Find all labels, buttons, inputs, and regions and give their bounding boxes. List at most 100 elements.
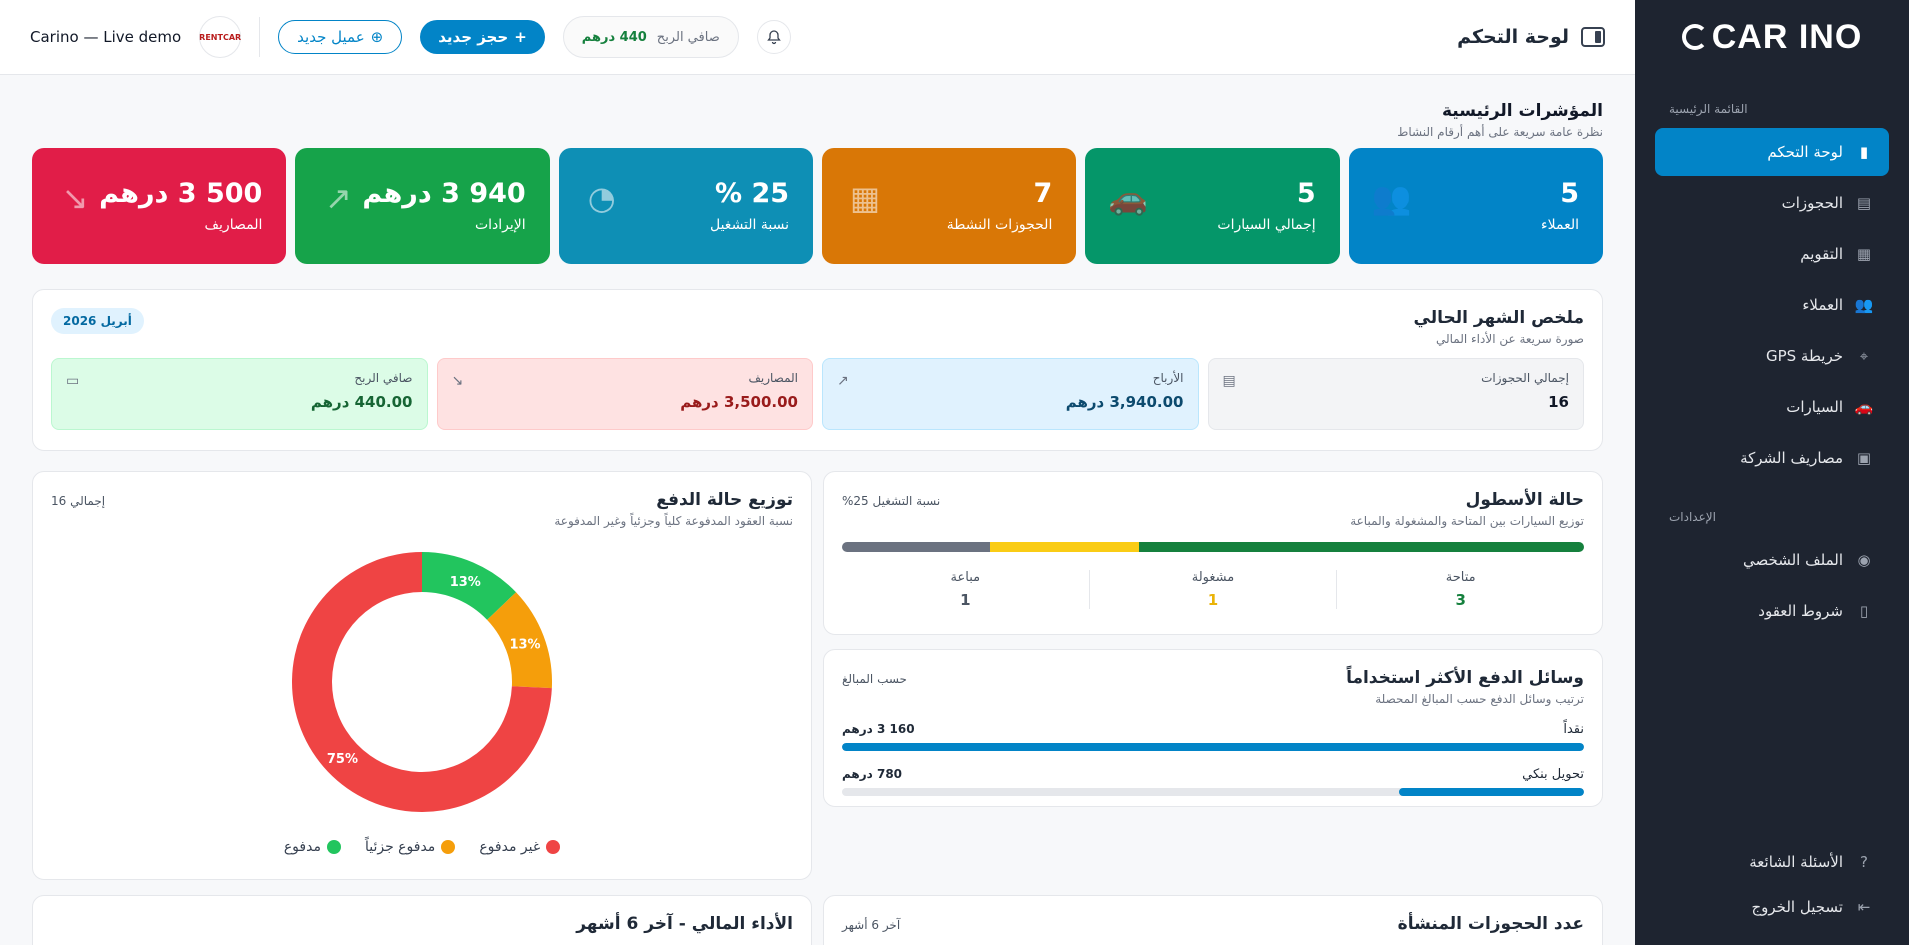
cash-icon: ▣ [1856,449,1872,467]
sidebar: CAR INO القائمة الرئيسية ▮ لوحة التحكم ▤ ال… [1635,0,1909,945]
sidebar-item-bottom-1[interactable]: ⇤ تسجيل الخروج [1655,886,1889,928]
document-icon: ▯ [1859,602,1869,620]
add-user-icon: ⊕ [370,28,384,46]
summary-box-label: صافي الربح [354,371,413,385]
bell-icon[interactable] [756,20,791,54]
sidebar-item-settings-1[interactable]: ▯ شروط العقود [1655,587,1889,635]
sidebar-item-main-1[interactable]: ▤ الحجوزات [1655,179,1889,227]
sidebar-section-main: القائمة الرئيسية [1669,102,1748,116]
chart-legend: غير مدفوع مدفوع جزئياً مدفوع [33,839,811,855]
kpi-card: 5 العملاء 👥 [1348,148,1603,264]
avatar[interactable]: RENTCAR [199,16,242,58]
page-header: لوحة التحكم [1457,26,1605,48]
financial-performance-title: الأداء المالي - آخر 6 أشهر [576,914,793,934]
fleet-occupancy-note: نسبة التشغيل 25% [842,494,941,508]
summary-box-value: 16 [1548,393,1569,411]
sidebar-section-settings: الإعدادات [1669,510,1716,524]
summary-title: ملخص الشهر الحالي [1413,308,1584,328]
sidebar-item-label: الأسئلة الشائعة [1749,853,1843,871]
payment-status-donut-chart: 13% 13% 75% [292,552,552,812]
sidebar-item-label: خريطة GPS [1765,347,1843,365]
kpi-section-header: المؤشرات الرئيسية نظرة عامة سريعة على أه… [32,101,1603,139]
logo-mark-icon [1681,24,1708,50]
donut-data-label: 13% [450,575,481,590]
fleet-stat: متاحة 3 [1336,570,1584,609]
legend-item: غير مدفوع [479,839,561,855]
fleet-status-card: حالة الأسطول توزيع السيارات بين المتاحة … [823,471,1603,635]
legend-item: مدفوع [284,839,341,855]
summary-box-value: 3,500.00 درهم [680,393,798,411]
fleet-stat: مشغولة 1 [1088,570,1337,609]
kpi-value: 500 3 درهم [99,178,263,209]
sidebar-item-label: تسجيل الخروج [1751,898,1843,916]
sidebar-toggle-icon[interactable] [1581,27,1605,47]
fleet-stat: مباعة 1 [842,570,1089,609]
sidebar-item-settings-0[interactable]: ◉ الملف الشخصي [1655,536,1889,584]
summary-box-label: إجمالي الحجوزات [1481,371,1569,385]
payment-status-title: توزيع حالة الدفع [656,490,793,510]
legend-swatch [441,840,456,854]
new-booking-button[interactable]: + حجز جديد [420,20,545,54]
financial-performance-card: الأداء المالي - آخر 6 أشهر [32,895,812,945]
kpi-section-title: المؤشرات الرئيسية [1441,101,1603,121]
summary-box: المصاريف 3,500.00 درهم ↘ [436,358,813,430]
app-logo[interactable]: CAR INO [1635,0,1909,74]
legend-label: مدفوع جزئياً [364,839,436,855]
payment-method-value: 160 3 درهم [842,722,915,736]
net-profit-pill: صافي الربح 440 درهم [562,16,739,58]
sidebar-item-label: لوحة التحكم [1767,143,1843,161]
payment-method-label: نقداً [1563,722,1584,737]
logo-text: CAR INO [1711,17,1863,56]
main-content: المؤشرات الرئيسية نظرة عامة سريعة على أه… [0,75,1635,945]
payment-methods-subtitle: ترتيب وسائل الدفع حسب المبالغ المحصلة [1375,692,1584,706]
sidebar-item-main-4[interactable]: ⌖ خريطة GPS [1655,332,1889,380]
demo-label: Carino — Live demo [30,28,182,46]
kpi-label: نسبة التشغيل [709,217,790,233]
summary-box: إجمالي الحجوزات 16 ▤ [1207,358,1584,430]
divider [259,17,261,57]
summary-subtitle: صورة سريعة عن الأداء المالي [1435,332,1584,346]
sidebar-item-main-5[interactable]: 🚗 السيارات [1655,383,1889,431]
payment-method-row: نقداً 160 3 درهم [842,722,1584,751]
net-profit-label: صافي الربح [656,29,720,45]
receipt-icon: ▤ [1856,194,1872,212]
sidebar-item-label: الملف الشخصي [1743,551,1843,569]
summary-box: الأرباح 3,940.00 درهم ↗ [822,358,1199,430]
trend-down-icon: ↘ [451,373,464,389]
sidebar-item-label: مصاريف الشركة [1740,449,1843,467]
payment-method-row: تحويل بنكي 780 درهم [842,767,1584,796]
fleet-stat-label: متاحة [1445,570,1476,585]
legend-label: غير مدفوع [479,839,541,855]
bookings-count-note: آخر 6 أشهر [842,918,901,932]
sidebar-item-main-3[interactable]: 👥 العملاء [1655,281,1889,329]
fleet-stat-value: 1 [960,591,971,609]
payment-method-track [842,743,1584,751]
kpi-label: الحجوزات النشطة [946,217,1053,233]
trend-up-icon: ↗ [324,179,352,217]
payment-method-fill [842,743,1584,751]
fleet-stat-value: 1 [1207,591,1219,609]
month-summary-card: ملخص الشهر الحالي صورة سريعة عن الأداء ا… [32,289,1603,451]
summary-box-value: 440.00 درهم [310,393,413,411]
donut-slice-2 [292,552,552,812]
sidebar-item-main-6[interactable]: ▣ مصاريف الشركة [1655,434,1889,482]
payment-method-fill [1398,788,1584,796]
fleet-bar [842,542,1584,552]
kpi-value: 25 % [714,178,790,209]
car-icon: 🚗 [1854,398,1874,416]
sidebar-item-label: الحجوزات [1781,194,1843,212]
kpi-section-subtitle: نظرة عامة سريعة على أهم أرقام النشاط [1397,125,1603,139]
user-circle-icon: ◉ [1857,551,1871,569]
avatar-logo-text: RENTCAR [199,32,242,42]
kpi-label: الإيرادات [474,217,526,233]
legend-swatch [326,840,341,854]
kpi-label: المصاريف [204,217,263,233]
sidebar-item-main-0[interactable]: ▮ لوحة التحكم [1655,128,1889,176]
sidebar-item-bottom-0[interactable]: ? الأسئلة الشائعة [1655,841,1889,883]
sidebar-item-main-2[interactable]: ▦ التقويم [1655,230,1889,278]
logout-icon: ⇤ [1857,898,1871,916]
new-client-button[interactable]: ⊕ عميل جديد [278,20,403,54]
users-icon: 👥 [1854,296,1874,314]
donut-data-label: 75% [327,752,358,767]
month-badge: أبريل 2026 [51,308,144,334]
